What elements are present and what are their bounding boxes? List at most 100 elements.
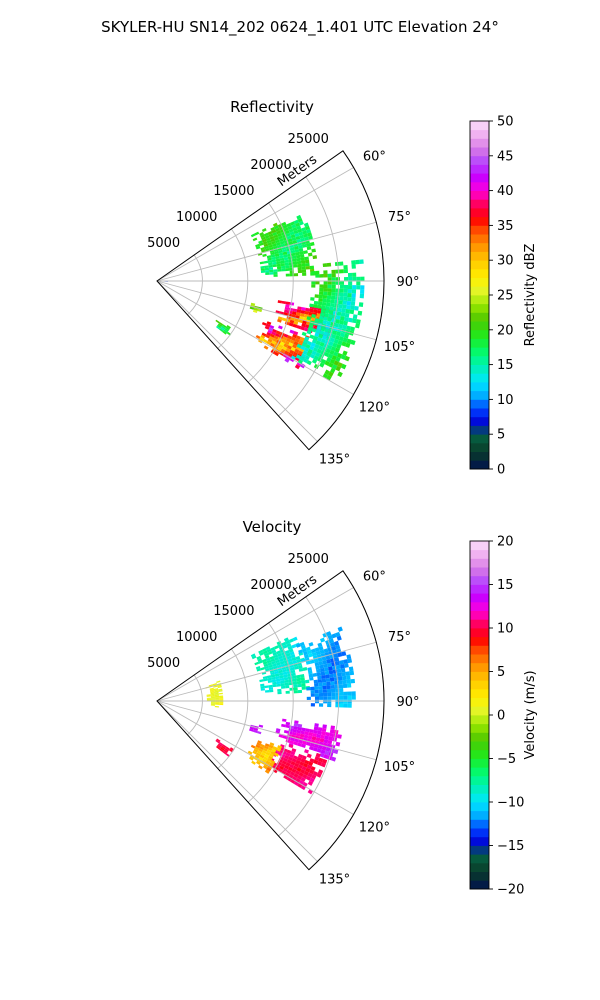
echo-cell bbox=[300, 776, 306, 782]
echo-cell bbox=[291, 731, 297, 736]
echo-cell bbox=[335, 288, 340, 293]
echo-cell bbox=[313, 309, 318, 314]
echo-cell bbox=[260, 752, 266, 757]
echo-cell bbox=[326, 262, 332, 267]
echo-cell bbox=[270, 333, 275, 338]
echo-cell bbox=[219, 698, 224, 700]
echo-cell bbox=[328, 736, 334, 741]
echo-cell bbox=[351, 297, 356, 302]
echo-cell bbox=[334, 261, 340, 267]
echo-cell bbox=[330, 688, 336, 693]
colorbar-segment bbox=[470, 173, 489, 183]
reflectivity-colorbar: 0 5 10 15 20 25 30 35 40 45 50 Reflectivity dBZ bbox=[469, 115, 538, 478]
echo-cell bbox=[255, 334, 261, 340]
echo-cell bbox=[298, 247, 304, 252]
echo-cell bbox=[283, 227, 289, 232]
echo-cell bbox=[269, 269, 274, 273]
echo-cell bbox=[255, 243, 260, 248]
colorbar-segment bbox=[470, 854, 489, 864]
echo-cell bbox=[339, 687, 344, 693]
echo-cell bbox=[300, 677, 305, 681]
echo-cell bbox=[350, 339, 356, 346]
echo-cell bbox=[328, 638, 335, 644]
echo-cell bbox=[275, 239, 280, 244]
echo-cell bbox=[294, 232, 300, 238]
echo-cell bbox=[329, 729, 335, 734]
echo-cell bbox=[346, 675, 351, 680]
echo-cell bbox=[330, 725, 336, 730]
echo-cell bbox=[267, 257, 272, 261]
colorbar-segment bbox=[470, 390, 489, 400]
echo-cell bbox=[333, 303, 339, 308]
reflectivity-grid: 5000 10000 15000 20000 25000 60° 75° 90° 105° 120… bbox=[147, 132, 419, 468]
echo-cell bbox=[210, 698, 216, 700]
echo-cell bbox=[264, 234, 270, 239]
echo-cell bbox=[335, 292, 340, 297]
echo-cell bbox=[206, 694, 211, 696]
colorbar-tick-label: 5 bbox=[497, 428, 505, 443]
echo-cell bbox=[214, 694, 219, 697]
radial-gridline bbox=[247, 622, 294, 803]
angular-tick-label: 105° bbox=[384, 760, 415, 775]
echo-cell bbox=[284, 357, 290, 363]
echo-cell bbox=[320, 671, 326, 676]
echo-cell bbox=[277, 232, 282, 237]
echo-cell bbox=[321, 678, 327, 683]
echo-cell bbox=[302, 773, 308, 779]
echo-cell bbox=[214, 693, 219, 695]
echo-cell bbox=[311, 271, 316, 275]
angular-gridline bbox=[156, 700, 377, 761]
radial-gridline bbox=[278, 596, 340, 837]
echo-cell bbox=[264, 654, 270, 659]
echo-cell bbox=[326, 685, 331, 690]
echo-cell bbox=[284, 350, 290, 356]
echo-cell bbox=[256, 655, 262, 660]
echo-cell bbox=[270, 658, 276, 663]
echo-cell bbox=[287, 345, 293, 350]
colorbar-segment bbox=[470, 251, 489, 261]
echo-cell bbox=[260, 270, 266, 273]
echo-cell bbox=[279, 240, 285, 245]
echo-cell bbox=[327, 634, 333, 640]
echo-cell bbox=[334, 640, 340, 646]
echo-cell bbox=[306, 246, 312, 251]
echo-cell bbox=[309, 308, 314, 313]
echo-cell bbox=[266, 758, 272, 763]
echo-cell bbox=[314, 343, 320, 349]
echo-cell bbox=[351, 289, 357, 294]
echo-cell bbox=[314, 332, 320, 338]
echo-cell bbox=[271, 229, 277, 234]
colorbar-segment bbox=[470, 819, 489, 829]
echo-cell bbox=[301, 331, 307, 337]
echo-cell bbox=[347, 296, 352, 302]
echo-cell bbox=[293, 690, 298, 694]
echo-cell bbox=[268, 664, 273, 669]
echo-cell bbox=[259, 754, 265, 759]
echo-cell bbox=[294, 364, 301, 370]
echo-cell bbox=[342, 324, 348, 330]
echo-cell bbox=[299, 254, 305, 258]
echo-cell bbox=[292, 323, 298, 328]
echo-cell bbox=[331, 291, 336, 296]
echo-cell bbox=[315, 281, 320, 285]
echo-cell bbox=[322, 758, 328, 764]
echo-cell bbox=[297, 753, 303, 759]
echo-cell bbox=[348, 276, 353, 281]
echo-cell bbox=[268, 246, 274, 251]
echo-cell bbox=[265, 760, 271, 765]
echo-cell bbox=[314, 647, 320, 652]
echo-cell bbox=[274, 225, 279, 230]
colorbar-segment bbox=[470, 715, 489, 725]
colorbar-segment bbox=[470, 434, 489, 444]
echo-cell bbox=[300, 680, 306, 684]
echo-cell bbox=[286, 655, 292, 660]
echo-cell bbox=[270, 254, 276, 258]
echo-cell bbox=[357, 310, 363, 316]
echo-cell bbox=[277, 652, 282, 657]
echo-cell bbox=[268, 687, 274, 691]
echo-cell bbox=[263, 260, 269, 264]
echo-cell bbox=[275, 255, 280, 260]
echo-cell bbox=[306, 228, 312, 234]
echo-cell bbox=[330, 367, 336, 374]
echo-cell bbox=[351, 695, 356, 700]
